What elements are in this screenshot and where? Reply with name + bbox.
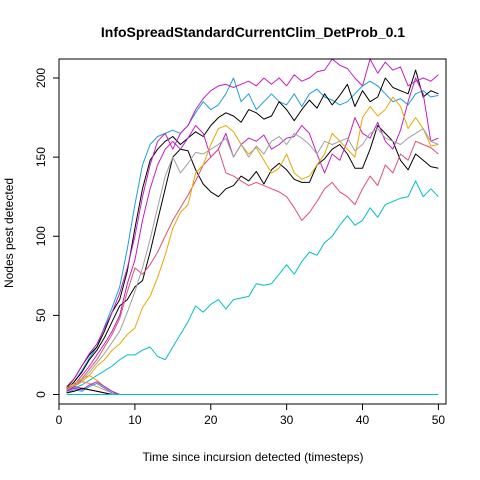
x-axis-label: Time since incursion detected (timesteps… <box>143 450 364 464</box>
chart-title: InfoSpreadStandardCurrentClim_DetProb_0.… <box>101 24 405 40</box>
series-line-2 <box>66 77 439 391</box>
y-tick-label: 0 <box>34 391 48 398</box>
y-tick-label: 50 <box>34 308 48 322</box>
series-line-5 <box>66 58 439 387</box>
x-tick-label: 0 <box>56 413 63 427</box>
x-tick-label: 30 <box>280 413 294 427</box>
x-tick-label: 50 <box>432 413 446 427</box>
y-tick-label: 100 <box>34 226 48 246</box>
series-layer <box>66 58 439 395</box>
y-tick-label: 150 <box>34 147 48 167</box>
x-tick-label: 10 <box>128 413 142 427</box>
y-tick-label: 200 <box>34 68 48 88</box>
series-line-6 <box>66 77 439 391</box>
y-axis-label: Nodes pest detected <box>2 178 16 288</box>
series-line-1 <box>66 180 439 392</box>
series-line-7 <box>66 140 439 392</box>
plot-frame <box>58 58 447 405</box>
series-line-9 <box>66 128 439 392</box>
x-tick-label: 40 <box>356 413 370 427</box>
x-tick-label: 20 <box>204 413 218 427</box>
